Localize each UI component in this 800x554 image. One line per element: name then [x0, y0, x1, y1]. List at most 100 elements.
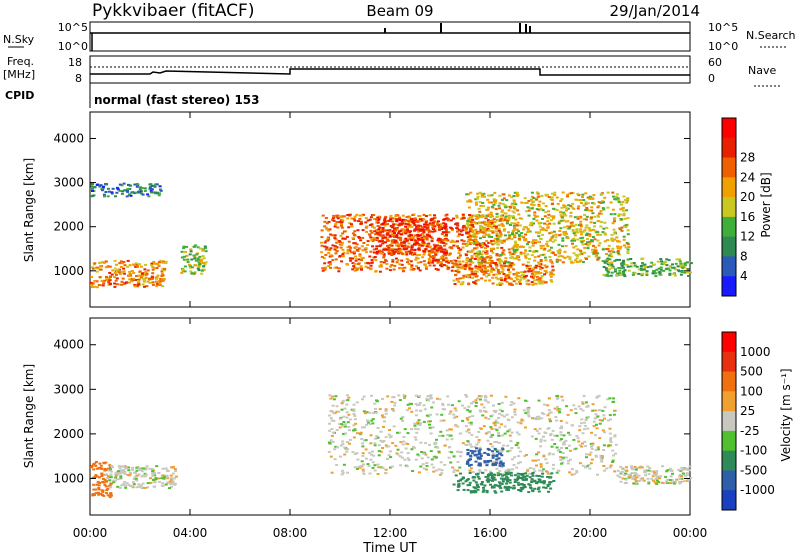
data-cell [520, 235, 524, 238]
data-cell [495, 225, 498, 228]
data-cell [559, 227, 563, 230]
data-cell [383, 224, 387, 227]
data-cell [576, 248, 580, 251]
data-cell [484, 416, 488, 419]
data-cell [681, 266, 685, 269]
data-cell [590, 458, 594, 461]
data-cell [422, 253, 426, 256]
data-cell [465, 245, 469, 247]
data-cell [645, 272, 649, 275]
data-cell [527, 230, 531, 233]
data-cell [484, 261, 488, 264]
data-cell [436, 239, 440, 242]
data-cell [469, 449, 473, 452]
data-cell [587, 226, 591, 229]
data-cell [665, 470, 669, 473]
data-cell [409, 252, 412, 255]
data-cell [517, 258, 521, 261]
data-cell [491, 247, 495, 250]
data-cell [365, 411, 369, 414]
data-cell [403, 397, 406, 400]
data-cell [535, 191, 539, 194]
data-cell [566, 237, 570, 240]
data-cell [527, 209, 531, 212]
data-cell [606, 259, 610, 262]
data-cell [535, 272, 539, 275]
data-cell [345, 416, 349, 419]
data-cell [461, 419, 465, 422]
data-cell [342, 433, 346, 435]
data-cell [335, 410, 339, 413]
data-cell [152, 485, 156, 488]
data-cell [337, 270, 341, 273]
data-cell [157, 261, 161, 264]
data-cell [567, 227, 571, 230]
data-cell [425, 462, 429, 464]
data-cell [385, 234, 389, 237]
data-cell [425, 468, 428, 471]
data-cell [339, 215, 343, 218]
data-cell [574, 223, 578, 226]
data-cell [519, 251, 523, 254]
data-cell [562, 206, 566, 209]
data-cell [412, 222, 416, 225]
data-cell [523, 202, 527, 204]
data-cell [474, 239, 478, 242]
data-cell [339, 455, 342, 458]
data-cell [442, 218, 446, 221]
data-cell [97, 484, 101, 487]
data-cell [391, 226, 395, 229]
data-cell [552, 480, 556, 482]
data-cell [440, 228, 444, 230]
data-cell [346, 249, 350, 252]
velocity-colorbar-label: Velocity [m s⁻¹] [779, 368, 793, 461]
data-cell [527, 200, 531, 202]
data-cell [510, 474, 513, 477]
data-cell [430, 240, 434, 243]
data-cell [530, 254, 534, 257]
data-cell [452, 483, 456, 486]
data-cell [398, 431, 402, 434]
data-cell [345, 235, 349, 238]
data-cell [609, 418, 612, 421]
data-cell [364, 251, 368, 254]
data-cell [391, 239, 394, 242]
data-cell [538, 479, 542, 481]
data-cell [582, 394, 586, 397]
data-cell [612, 195, 616, 198]
data-cell [585, 207, 589, 209]
data-cell [358, 236, 361, 239]
data-cell [180, 250, 184, 253]
data-cell [553, 191, 557, 194]
data-cell [545, 243, 549, 246]
data-cell [480, 231, 484, 234]
data-cell [582, 239, 585, 242]
data-cell [452, 413, 456, 416]
data-cell [443, 235, 447, 237]
data-cell [474, 405, 478, 407]
data-cell [638, 466, 642, 469]
data-cell [539, 254, 543, 257]
data-cell [551, 215, 555, 218]
data-cell [575, 257, 579, 260]
data-cell [540, 282, 544, 285]
data-cell [553, 443, 557, 445]
data-cell [385, 445, 389, 448]
data-cell [325, 246, 329, 249]
data-cell [327, 265, 331, 268]
data-cell [330, 428, 334, 430]
data-cell [680, 265, 684, 268]
data-cell [123, 465, 127, 468]
data-cell [655, 470, 659, 473]
data-cell [465, 259, 469, 262]
data-cell [558, 230, 562, 232]
data-cell [132, 277, 136, 280]
data-cell [158, 185, 162, 188]
data-cell [375, 247, 378, 250]
data-cell [678, 474, 682, 476]
data-cell [169, 482, 172, 485]
data-cell [493, 221, 497, 224]
data-cell [537, 432, 541, 435]
data-cell [161, 260, 165, 263]
data-cell [369, 264, 373, 267]
